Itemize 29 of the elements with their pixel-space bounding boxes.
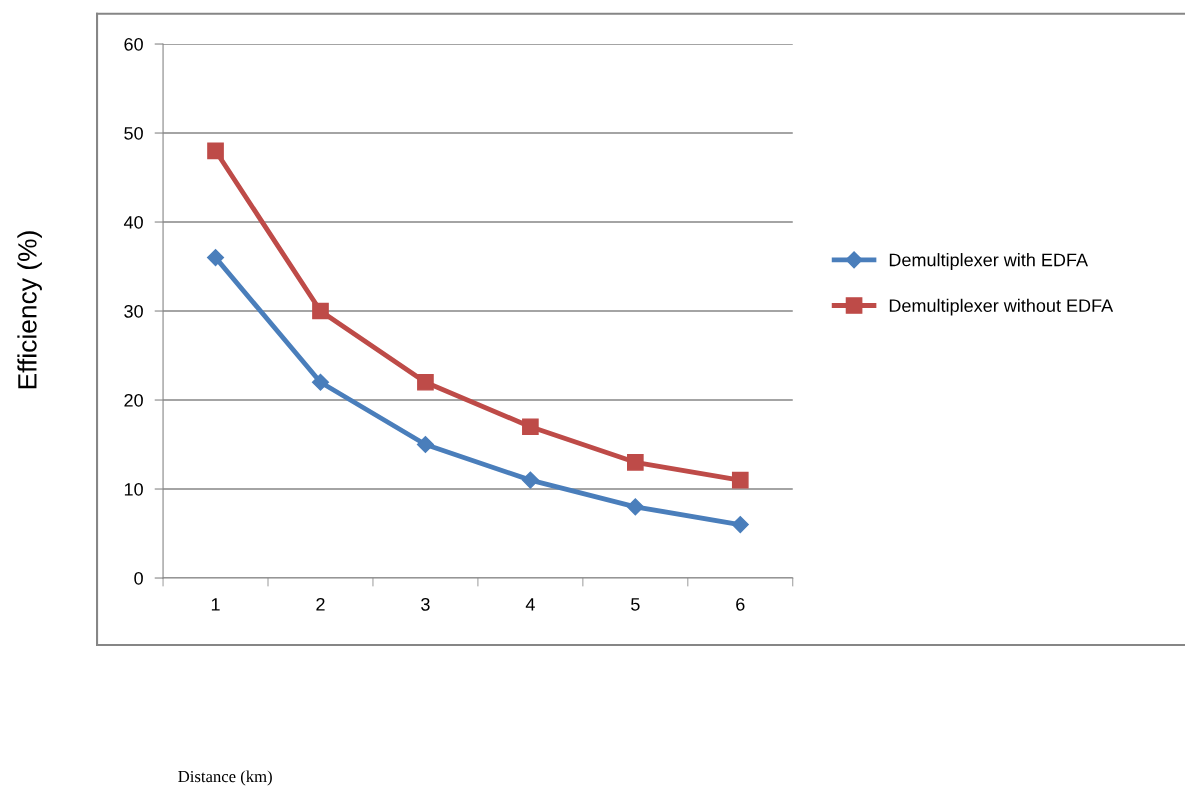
point (312, 302, 329, 320)
x-tick-label: 4 (525, 598, 535, 611)
point (522, 418, 539, 436)
point (626, 498, 644, 516)
point (207, 142, 224, 160)
point (206, 249, 225, 267)
y-tick-label: 10 (124, 482, 143, 496)
y-tick-label: 0 (134, 571, 143, 585)
point (627, 453, 644, 471)
point (731, 516, 749, 534)
x-tick-label: 6 (736, 597, 745, 611)
point (731, 471, 749, 489)
point (521, 471, 539, 489)
legend-label: Demultiplexer with EDFA (889, 253, 1089, 270)
point (417, 373, 434, 391)
x-tick-label: 1 (211, 598, 220, 611)
y-tick-label: 30 (124, 304, 143, 318)
y-tick-label: 20 (124, 393, 143, 407)
y-tick-label: 60 (124, 37, 143, 51)
y-axis-title: Efficiency (%) (17, 231, 42, 389)
x-tick-label: 2 (316, 597, 325, 611)
x-tick-label: 5 (631, 598, 640, 611)
x-tick-label: 3 (421, 597, 430, 611)
y-tick-label: 40 (123, 215, 143, 229)
point (416, 435, 434, 454)
y-tick-label: 50 (124, 126, 143, 140)
point (311, 373, 330, 391)
legend-label: Demultiplexer without EDFA (889, 298, 1114, 316)
text: Distance (km) (178, 770, 272, 786)
